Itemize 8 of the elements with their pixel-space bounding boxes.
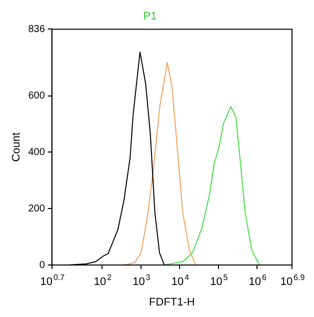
y-axis-title: Count [10,132,23,162]
y-tick-label: 600 [28,90,46,102]
y-tick-label: 400 [28,146,46,158]
chart-title: P1 [143,10,157,23]
x-axis-title: FDFT1-H [149,296,195,308]
y-tick-label: 836 [28,24,46,35]
y-tick-label: 0 [39,260,46,271]
y-tick-label: 200 [28,203,46,214]
